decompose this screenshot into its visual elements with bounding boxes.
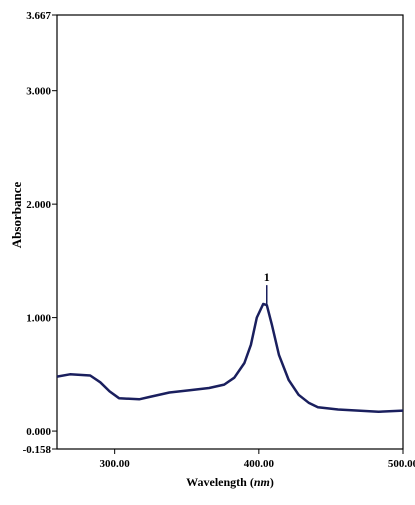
x-tick-label: 500.00	[388, 458, 415, 470]
y-axis-label: Absorbance	[9, 182, 24, 249]
y-tick-label: 3.000	[26, 86, 51, 98]
y-tick-label: -0.158	[23, 444, 52, 456]
peak-label: 1	[264, 270, 270, 284]
y-tick-label: 2.000	[26, 199, 51, 211]
x-tick-label: 300.00	[100, 458, 131, 470]
x-tick-label: 400.00	[244, 458, 275, 470]
x-axis-label: Wavelength (nm)	[186, 475, 274, 489]
x-label-part: )	[270, 475, 274, 489]
plot-frame	[56, 14, 404, 450]
spectrum-line	[56, 302, 404, 414]
y-tick-label: 0.000	[26, 426, 51, 438]
y-tick-label: 3.667	[26, 10, 51, 22]
x-label-part: Wavelength (	[186, 475, 254, 489]
y-tick-label: 1.000	[26, 313, 51, 325]
x-label-unit: nm	[254, 475, 270, 489]
